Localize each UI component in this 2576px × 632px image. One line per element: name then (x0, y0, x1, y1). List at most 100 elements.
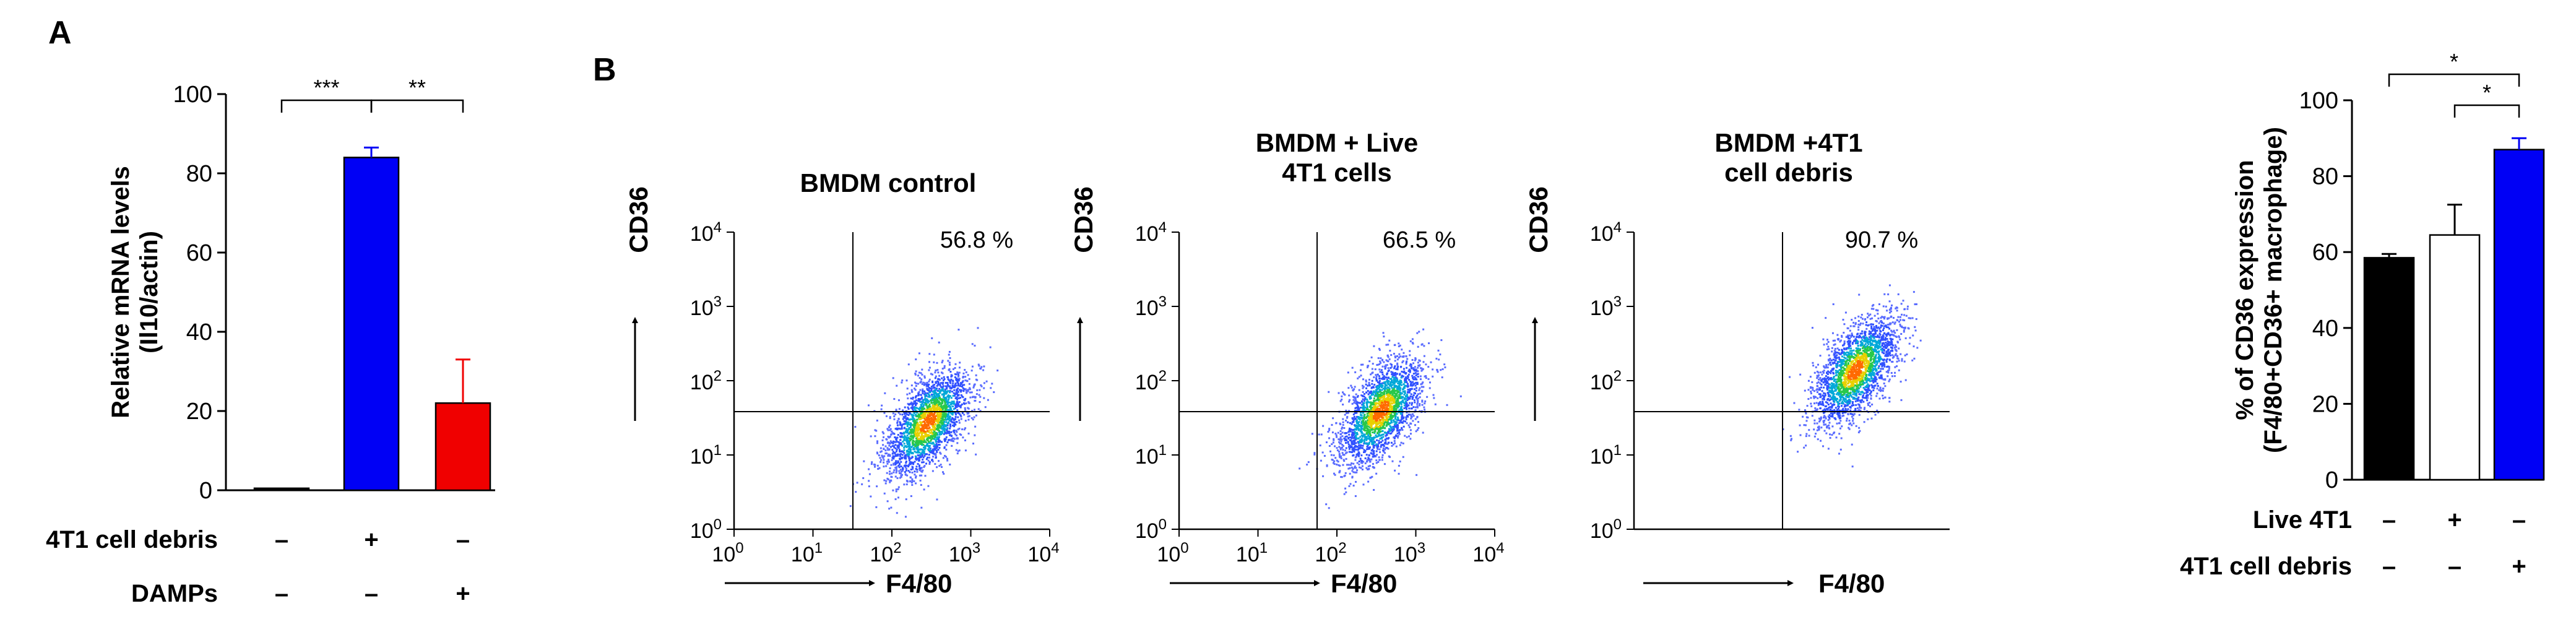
event-dot (900, 475, 902, 477)
event-dot (1360, 467, 1362, 469)
event-dot (954, 367, 956, 370)
event-dot (910, 413, 913, 416)
event-dot (901, 381, 903, 384)
event-dot (886, 428, 889, 430)
event-dot (1398, 422, 1401, 424)
event-dot (917, 439, 919, 441)
event-dot (1388, 455, 1390, 457)
event-dot (933, 447, 936, 449)
event-dot (1361, 404, 1364, 406)
event-dot (1906, 308, 1909, 310)
event-dot (939, 412, 941, 415)
event-dot (1822, 420, 1825, 422)
event-dot (1379, 438, 1381, 440)
event-dot (1809, 386, 1812, 388)
event-dot (1355, 412, 1357, 414)
event-dot (894, 475, 897, 478)
event-dot (931, 415, 934, 417)
event-dot (922, 441, 925, 443)
event-dot (1341, 446, 1344, 449)
event-dot (1388, 395, 1390, 397)
event-dot (1388, 404, 1391, 407)
event-dot (930, 389, 933, 392)
event-dot (1377, 397, 1379, 400)
event-dot (948, 368, 951, 370)
event-dot (897, 454, 899, 457)
y-tick-label: 80 (186, 161, 212, 187)
event-dot (1438, 358, 1440, 361)
event-dot (1424, 402, 1426, 405)
event-dot (1378, 348, 1381, 351)
event-dot (1381, 426, 1384, 429)
event-dot (1404, 435, 1406, 437)
event-dot (1400, 400, 1403, 403)
event-dot (1877, 411, 1880, 413)
event-dot (1815, 396, 1817, 399)
event-dot (978, 365, 980, 367)
event-dot (1334, 457, 1337, 459)
event-dot (1385, 391, 1388, 393)
event-dot (1381, 437, 1383, 439)
event-dot (979, 367, 982, 370)
event-dot (951, 384, 954, 387)
event-dot (1348, 451, 1351, 453)
event-dot (1358, 452, 1360, 455)
event-dot (1838, 452, 1841, 455)
event-dot (909, 461, 912, 464)
event-dot (1388, 412, 1390, 415)
event-dot (1355, 480, 1357, 483)
event-dot (936, 400, 938, 403)
event-dot (912, 468, 914, 470)
event-dot (918, 377, 921, 379)
event-dot (1359, 448, 1361, 450)
event-dot (1360, 374, 1362, 377)
event-dot (917, 438, 919, 440)
event-dot (941, 427, 943, 430)
event-dot (1393, 387, 1395, 390)
event-dot (956, 401, 958, 404)
event-dot (1368, 438, 1371, 441)
event-dot (914, 400, 916, 402)
event-dot (1370, 438, 1373, 441)
event-dot (1388, 402, 1391, 405)
event-dot (941, 377, 943, 379)
event-dot (1401, 348, 1403, 351)
event-dot (1372, 393, 1375, 396)
event-dot (953, 424, 956, 426)
condition-mark: – (365, 580, 378, 607)
event-dot (922, 415, 925, 418)
event-dot (899, 453, 901, 456)
event-dot (1379, 388, 1381, 391)
event-dot (1344, 432, 1347, 435)
event-dot (1351, 476, 1354, 478)
event-dot (946, 409, 948, 411)
event-dot (855, 491, 857, 493)
event-dot (938, 387, 941, 390)
event-dot (1391, 460, 1394, 462)
event-dot (938, 396, 941, 399)
event-dot (964, 407, 966, 409)
event-dot (1399, 429, 1401, 431)
event-dot (1381, 382, 1384, 384)
event-dot (1834, 339, 1836, 342)
event-dot (928, 418, 930, 420)
event-dot (1896, 340, 1899, 343)
event-dot (883, 448, 885, 451)
x-tick-label: 104 (1472, 540, 1504, 566)
event-dot (901, 450, 903, 452)
event-dot (1399, 413, 1402, 415)
event-dot (1886, 310, 1888, 312)
event-dot (1387, 393, 1390, 396)
event-dot (1388, 423, 1390, 425)
event-dot (899, 428, 901, 430)
event-dot (1375, 399, 1378, 401)
event-dot (896, 422, 899, 424)
event-dot (1387, 401, 1390, 404)
event-dot (974, 344, 976, 347)
event-dot (923, 488, 925, 491)
event-dot (1396, 436, 1399, 439)
event-dot (946, 391, 948, 394)
event-dot (1895, 335, 1897, 337)
event-dot (955, 430, 957, 432)
event-dot (1386, 379, 1388, 382)
